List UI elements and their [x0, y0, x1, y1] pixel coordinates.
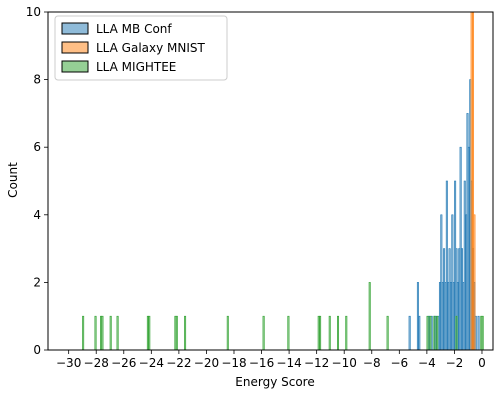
bar-series-3: [386, 315, 389, 350]
x-tick-label: −8: [363, 356, 381, 370]
bar-series-3: [82, 315, 85, 350]
bar-series-3: [175, 315, 178, 350]
bar-series-1: [445, 180, 448, 350]
bar-series-3: [429, 315, 432, 350]
x-tick-label: −10: [332, 356, 357, 370]
x-tick-label: 0: [478, 356, 486, 370]
axes: −30 −28 −26 −24 −22 −20 −18 −16 −14 −12 −10 −8 −6 −4−…: [26, 5, 494, 370]
bar-series-3: [481, 315, 484, 350]
bar-series-3: [328, 315, 331, 350]
x-tick-label: −30: [56, 356, 81, 370]
x-tick-label: −28: [84, 356, 109, 370]
bar-series-3: [436, 315, 439, 350]
bar-series-3: [287, 315, 290, 350]
y-tick-label: 2: [33, 275, 41, 289]
bar-series-3: [184, 315, 187, 350]
y-tick-label: 6: [33, 140, 41, 154]
y-tick-label: 4: [33, 208, 41, 222]
bar-series-3: [109, 315, 112, 350]
x-tick-label: −16: [249, 356, 274, 370]
plot-frame: [47, 11, 494, 351]
bar-series-3: [101, 315, 104, 350]
bar-series-3: [319, 315, 322, 350]
x-tick-label: −14: [276, 356, 301, 370]
bar-series-3: [94, 315, 97, 350]
bar-series-3: [262, 315, 265, 350]
y-tick-label: 10: [26, 5, 41, 19]
x-tick-label: −4: [418, 356, 436, 370]
x-tick-label: −18: [221, 356, 246, 370]
y-tick-label: 8: [33, 73, 41, 87]
bar-series-2: [472, 12, 475, 350]
bar-series-3: [455, 315, 458, 350]
x-tick-label: −22: [166, 356, 191, 370]
x-tick-label: −26: [111, 356, 136, 370]
x-tick-label: −20: [194, 356, 219, 370]
bar-series-1: [418, 315, 421, 350]
legend-label: LLA MIGHTEE: [96, 60, 176, 74]
bar-series-3: [368, 282, 371, 350]
y-axis-label: Count: [6, 162, 20, 198]
x-tick-label: −6: [390, 356, 408, 370]
x-tick-label: −12: [304, 356, 329, 370]
legend-label: LLA MB Conf: [96, 22, 172, 36]
bar-series-3: [148, 315, 151, 350]
bar-series-3: [116, 315, 119, 350]
legend-swatch: [61, 60, 89, 73]
bar-series-3: [226, 315, 229, 350]
bar-series-3: [337, 315, 340, 350]
legend: LLA MB Conf LLA Galaxy MNIST LLA MIGHTEE: [54, 15, 228, 81]
legend-swatch: [61, 22, 89, 35]
plot-area: [82, 12, 484, 350]
bar-series-3: [345, 315, 348, 350]
y-tick-label: 0: [33, 343, 41, 357]
bar-series-1: [408, 315, 411, 350]
bar-series-2: [473, 214, 476, 350]
bar-series-1: [477, 315, 480, 350]
legend-swatch: [61, 41, 89, 54]
x-tick-label: −2: [446, 356, 464, 370]
legend-label: LLA Galaxy MNIST: [96, 41, 206, 55]
legend-box: [54, 15, 228, 81]
bar-series-3: [433, 315, 436, 350]
bar-series-3: [426, 315, 429, 350]
x-axis-label: Energy Score: [235, 375, 314, 389]
x-tick-label: −24: [139, 356, 164, 370]
